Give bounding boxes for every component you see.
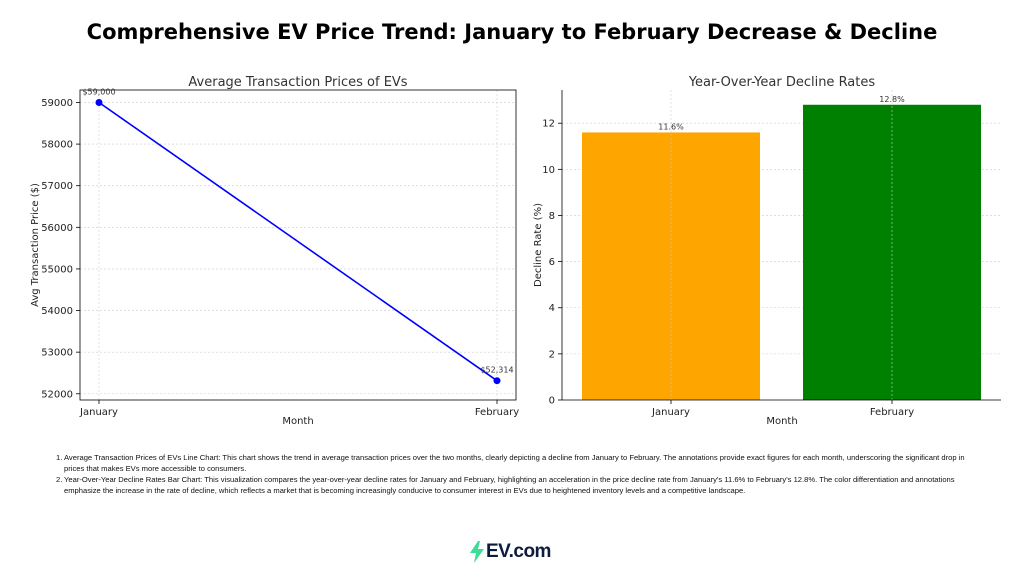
line-chart-grid — [80, 90, 516, 400]
line-chart-ytick-label: 58000 — [41, 140, 73, 151]
line-chart-ytick-label: 56000 — [41, 223, 73, 234]
line-chart-xtick-label: January — [79, 407, 118, 418]
line-chart-ytick-label: 54000 — [41, 306, 73, 317]
line-chart-ytick-label: 53000 — [41, 348, 73, 359]
note-text: Year-Over-Year Decline Rates Bar Chart: … — [64, 475, 955, 495]
note-number: 1. — [56, 453, 63, 462]
line-chart-title: Average Transaction Prices of EVs — [188, 75, 407, 90]
line-series — [98, 101, 498, 382]
line-data-label: $59,000 — [82, 87, 115, 96]
note-number: 2. — [56, 475, 63, 484]
note-item: 1. Average Transaction Prices of EVs Lin… — [56, 452, 973, 474]
line-point — [493, 377, 501, 385]
line-chart-axes — [79, 89, 517, 401]
line-chart-ylabel: Avg Transaction Price ($) — [30, 183, 41, 307]
ev-logo[interactable]: EV.com — [468, 539, 551, 565]
line-chart-marks: $59,000 $52,314 — [82, 87, 514, 385]
line-chart-ticks: 52000 53000 54000 55000 56000 57000 58000 59000… — [41, 98, 519, 418]
line-point — [95, 98, 103, 106]
line-chart-ytick-label: 55000 — [41, 264, 73, 275]
page-title: Comprehensive EV Price Trend: January to… — [86, 20, 938, 44]
logo-text: EV.com — [486, 541, 551, 562]
line-chart-frame — [79, 89, 517, 401]
note-item: 2. Year-Over-Year Decline Rates Bar Char… — [56, 474, 973, 496]
line-chart-ytick-label: 59000 — [41, 98, 73, 109]
line-chart-ytick-label: 52000 — [41, 389, 73, 400]
lightning-bolt-icon — [470, 541, 484, 563]
note-text: Average Transaction Prices of EVs Line C… — [64, 453, 965, 473]
chart-notes: 1. Average Transaction Prices of EVs Lin… — [56, 452, 973, 496]
line-chart-xlabel: Month — [282, 416, 313, 427]
line-chart-xtick-label: February — [475, 407, 519, 418]
line-chart-ytick-label: 57000 — [41, 181, 73, 192]
line-data-label: $52,314 — [480, 366, 513, 375]
